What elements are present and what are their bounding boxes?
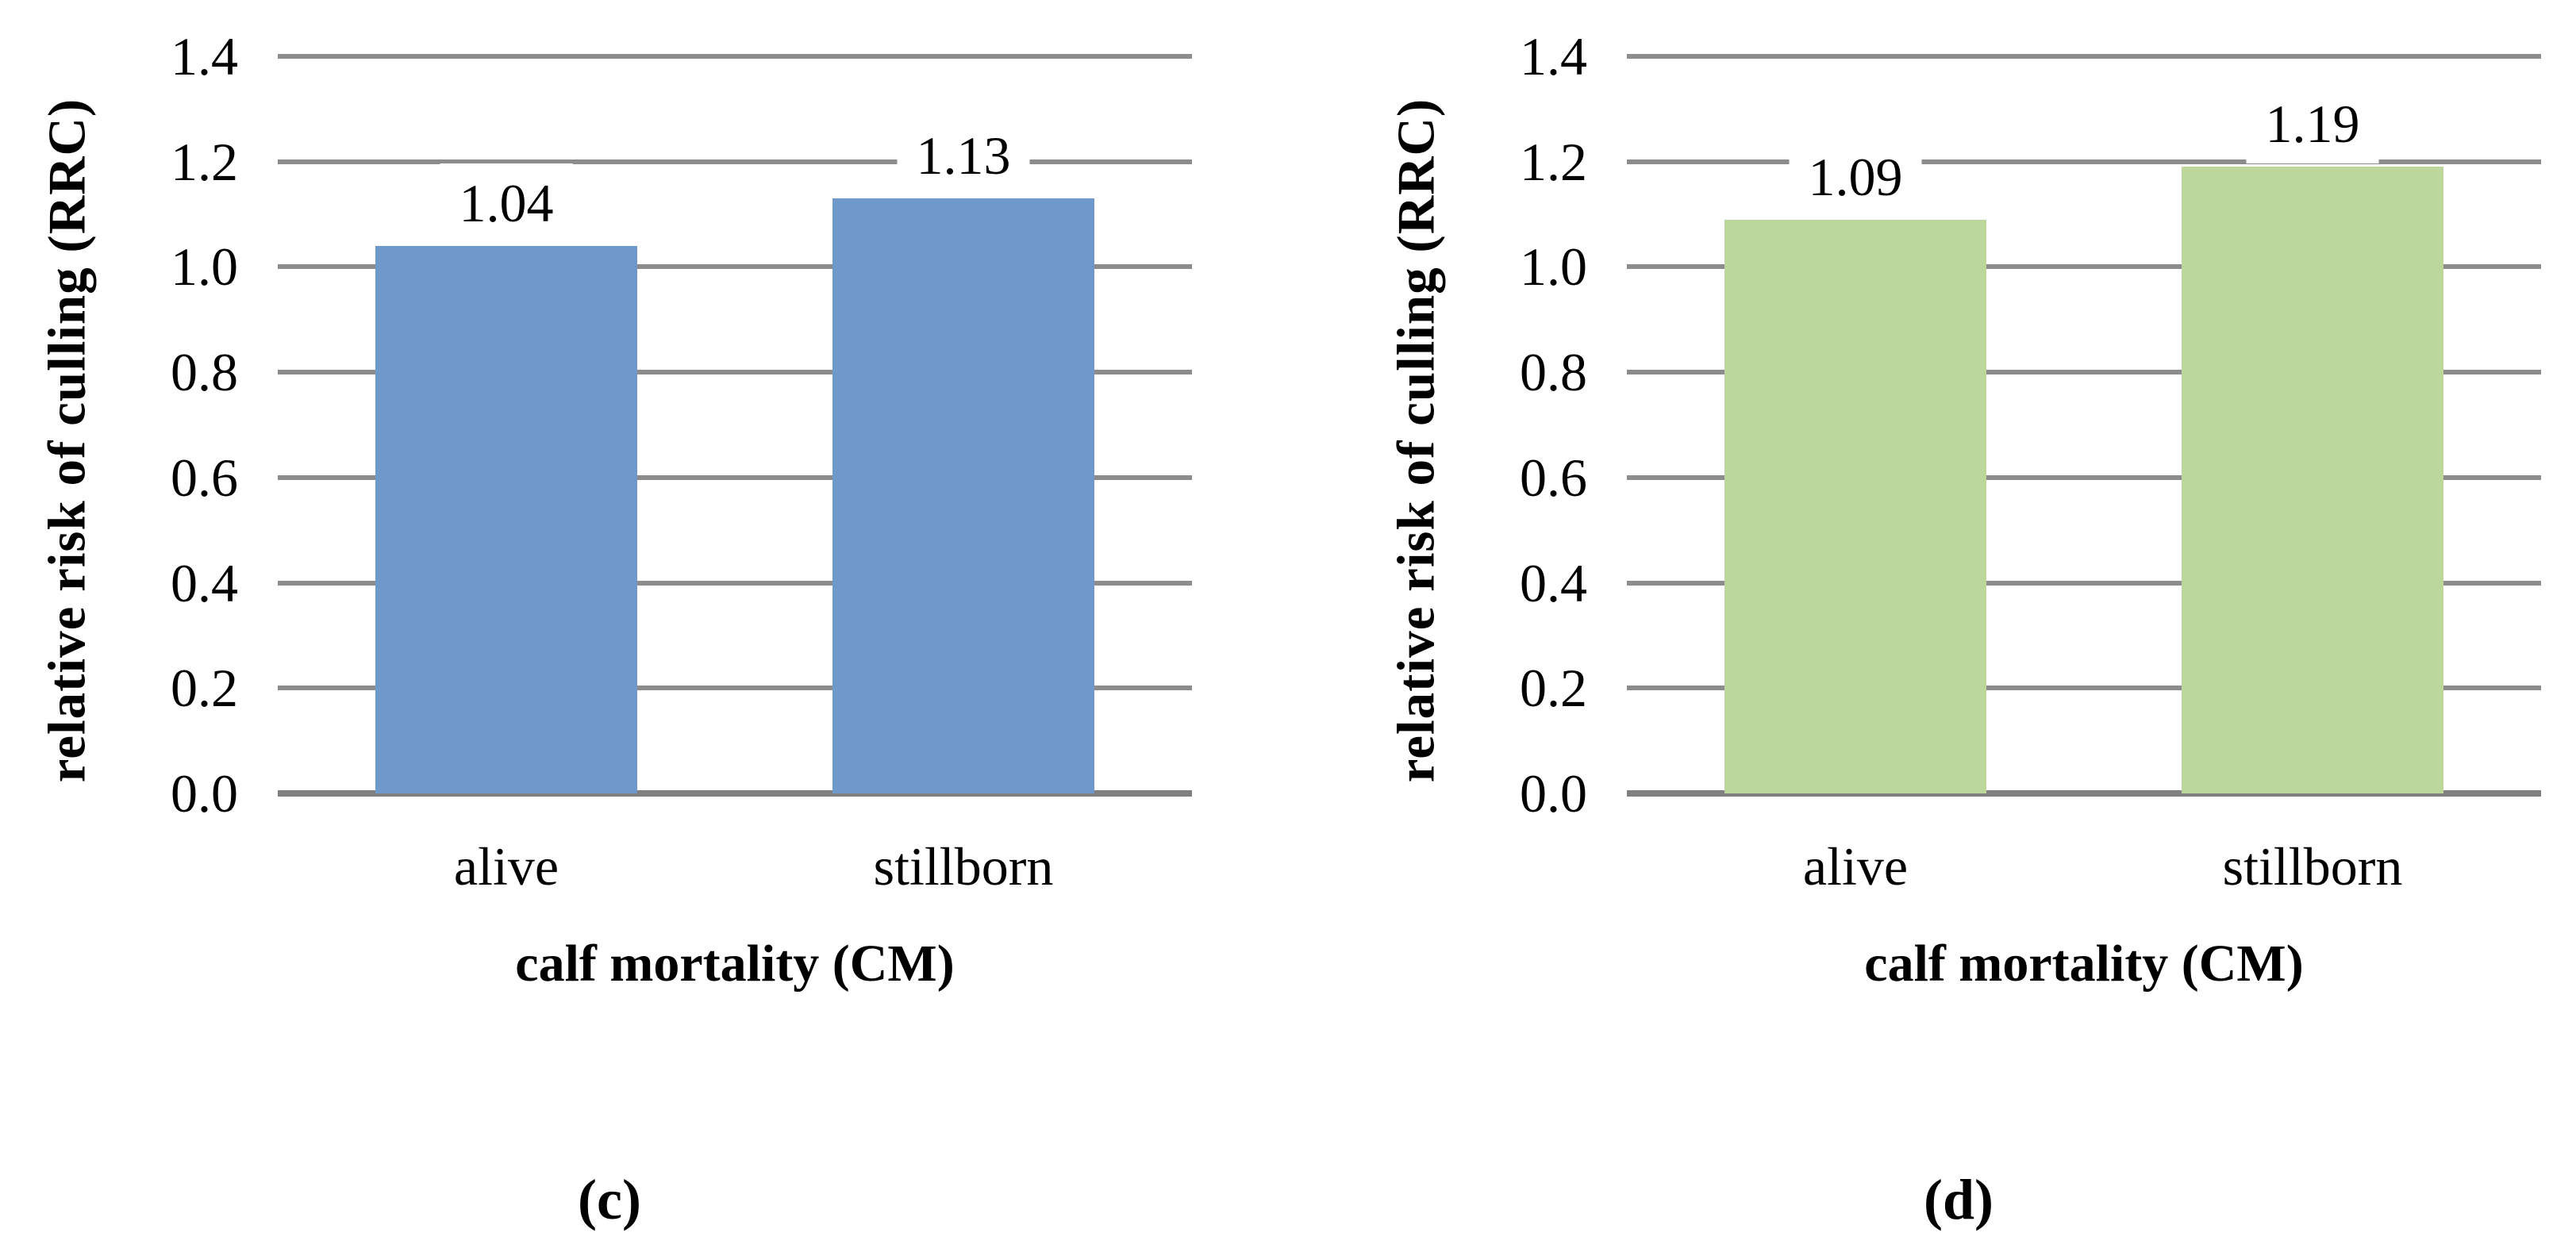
chart-panel-d: relative risk of culling (RRC) 1.4 1.2 1.0… (1349, 0, 2576, 1252)
y-tick-label: 1.0 (1520, 236, 1587, 298)
x-axis-line (1627, 790, 2541, 797)
gridline (278, 580, 1192, 586)
x-axis-title: calf mortality (CM) (515, 935, 955, 993)
bar-stillborn (832, 198, 1094, 793)
gridline (1627, 686, 2541, 691)
gridline (278, 54, 1192, 59)
gridline (278, 370, 1192, 375)
panel-letter: (d) (1924, 1168, 1994, 1231)
panel-letter: (c) (578, 1168, 641, 1231)
y-tick-label: 0.0 (1520, 763, 1587, 824)
y-axis-tick-labels: 1.4 1.2 1.0 0.8 0.6 0.4 0.2 0.0 (0, 0, 238, 1252)
y-tick-label: 1.0 (171, 236, 238, 298)
gridline (278, 264, 1192, 270)
x-category-labels: alive stillborn (0, 0, 1227, 1252)
plot-area: 1.09 1.19 (1627, 54, 2541, 797)
y-tick-label: 1.4 (1520, 26, 1587, 86)
bars: 1.04 1.13 (278, 56, 1192, 793)
gridline (278, 686, 1192, 691)
gridlines (278, 54, 1192, 797)
y-tick-label: 0.6 (1520, 447, 1587, 508)
y-tick-label: 0.6 (171, 447, 238, 508)
y-tick-label: 0.2 (1520, 658, 1587, 719)
bar-value-label: 1.13 (897, 116, 1030, 196)
x-axis-line (278, 790, 1192, 797)
gridline (1627, 264, 2541, 270)
y-tick-label: 0.4 (1520, 552, 1587, 613)
x-category-labels: alive stillborn (1349, 0, 2576, 1252)
bar-alive (1724, 219, 1986, 793)
y-tick-label: 0.4 (171, 552, 238, 613)
gridlines (1627, 54, 2541, 797)
gridline (1627, 54, 2541, 59)
y-tick-label: 0.2 (171, 658, 238, 719)
x-axis-title: calf mortality (CM) (1864, 935, 2304, 993)
x-category-label: alive (1802, 836, 1909, 897)
x-category-label: alive (453, 836, 559, 897)
gridline (1627, 159, 2541, 164)
gridline (278, 474, 1192, 480)
bars: 1.09 1.19 (1627, 56, 2541, 793)
bar-alive (375, 245, 637, 793)
x-category-label: stillborn (873, 836, 1054, 897)
bar-stillborn (2182, 167, 2443, 793)
bar-value-label: 1.04 (440, 163, 573, 243)
y-axis-tick-labels: 1.4 1.2 1.0 0.8 0.6 0.4 0.2 0.0 (1349, 0, 1587, 1252)
gridline (278, 159, 1192, 164)
y-tick-label: 0.0 (171, 763, 238, 824)
y-tick-label: 1.2 (1520, 131, 1587, 192)
gridline (1627, 370, 2541, 375)
y-tick-label: 1.4 (171, 26, 238, 86)
y-tick-label: 0.8 (171, 342, 238, 403)
y-tick-label: 0.8 (1520, 342, 1587, 403)
chart-panel-c: relative risk of culling (RRC) 1.4 1.2 1.0… (0, 0, 1227, 1252)
gridline (1627, 580, 2541, 586)
bar-value-label: 1.09 (1789, 136, 1922, 217)
y-tick-label: 1.2 (171, 131, 238, 192)
bar-value-label: 1.19 (2246, 84, 2379, 164)
x-category-label: stillborn (2222, 836, 2403, 897)
gridline (1627, 474, 2541, 480)
plot-area: 1.04 1.13 (278, 54, 1192, 797)
